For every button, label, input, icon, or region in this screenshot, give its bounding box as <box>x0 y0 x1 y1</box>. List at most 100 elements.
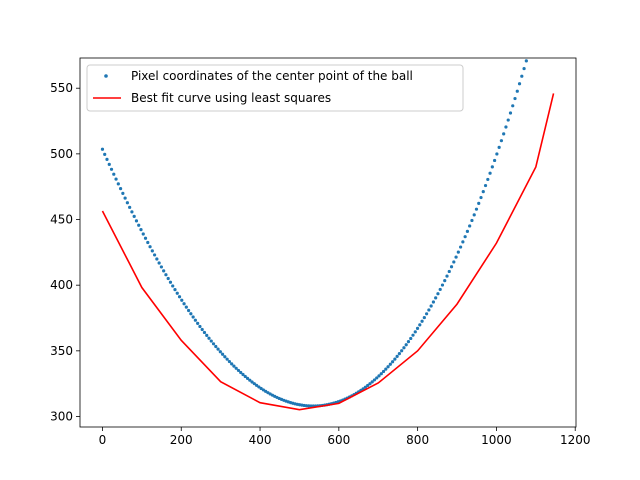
scatter-point <box>189 312 193 316</box>
scatter-point <box>384 367 388 371</box>
axes-frame <box>79 57 577 428</box>
scatter-point <box>259 386 263 391</box>
scatter-point <box>418 323 422 327</box>
scatter-point <box>395 354 399 358</box>
scatter-point <box>438 287 442 292</box>
scatter-point <box>522 66 526 71</box>
scatter-point <box>309 404 313 408</box>
scatter-point <box>202 330 207 335</box>
scatter-point <box>504 125 508 129</box>
scatter-point <box>250 380 254 384</box>
scatter-point <box>121 191 125 195</box>
scatter-point <box>434 296 438 300</box>
scatter-point <box>230 362 234 366</box>
scatter-point <box>508 111 513 115</box>
scatter-point <box>130 210 134 214</box>
scatter-point <box>490 165 494 169</box>
scatter-point <box>538 11 541 14</box>
scatter-point <box>474 207 479 211</box>
scatter-point <box>454 255 458 259</box>
scatter-point <box>223 355 227 359</box>
axes: 0 200 400 600 800 1000 1200 300 350 400 450 500 550 <box>50 57 590 447</box>
x-tick-label: 1000 <box>481 433 512 447</box>
scatter-point <box>400 349 404 353</box>
scatter-point <box>468 224 472 228</box>
scatter-point <box>363 385 367 389</box>
scatter-point <box>184 305 188 309</box>
scatter-point <box>137 223 141 227</box>
y-tick-label: 500 <box>50 147 73 161</box>
scatter-point <box>252 382 256 386</box>
scatter-point <box>524 59 528 63</box>
scatter-point <box>193 318 197 322</box>
scatter-point <box>368 382 372 386</box>
scatter-point <box>425 312 429 316</box>
scatter-point <box>375 376 379 380</box>
scatter-point <box>232 364 236 368</box>
scatter-point <box>381 369 386 374</box>
scatter-point <box>443 279 447 283</box>
scatter-point <box>404 343 408 347</box>
scatter-point <box>241 372 245 377</box>
scatter-point <box>517 82 522 86</box>
scatter-point <box>236 368 241 373</box>
scatter-point <box>447 269 451 274</box>
scatter-point <box>379 372 383 376</box>
scatter-point <box>191 315 195 319</box>
scatter-point <box>225 357 229 361</box>
scatter-point <box>532 35 535 38</box>
scatter-point <box>218 350 222 354</box>
scatter-point <box>479 195 483 200</box>
scatter-point <box>146 240 150 245</box>
scatter-point <box>499 139 504 143</box>
scatter-point <box>207 336 211 340</box>
scatter-point <box>420 319 424 323</box>
scatter-point <box>413 330 417 334</box>
y-tick-label: 300 <box>50 409 73 423</box>
scatter-point <box>139 228 143 232</box>
scatter-point <box>114 177 118 181</box>
scatter-point <box>463 235 467 239</box>
scatter-point <box>470 218 474 223</box>
scatter-point <box>109 167 114 171</box>
scatter-point <box>227 359 231 364</box>
scatter-point <box>422 315 426 320</box>
scatter-point <box>180 298 184 302</box>
scatter-point <box>527 51 530 54</box>
scatter-point <box>168 280 173 284</box>
scatter-point <box>307 404 311 408</box>
scatter-point <box>511 104 515 108</box>
x-tick-label: 0 <box>99 433 107 447</box>
scatter-point <box>152 253 157 257</box>
scatter-point <box>248 378 252 382</box>
scatter-point <box>409 336 413 341</box>
scatter-point <box>155 257 159 261</box>
y-tick-label: 450 <box>50 213 73 227</box>
scatter-point <box>415 326 420 330</box>
scatter-point <box>196 321 200 325</box>
scatter-point <box>177 295 182 299</box>
y-tick-label: 400 <box>50 278 73 292</box>
scatter-point <box>431 300 436 304</box>
scatter-point <box>372 378 377 382</box>
scatter-point <box>497 145 501 149</box>
legend-label-scatter: Pixel coordinates of the center point of… <box>131 69 413 83</box>
scatter-point <box>406 340 411 344</box>
scatter-point <box>520 74 524 78</box>
y-tick-label: 550 <box>50 81 73 95</box>
scatter-point <box>449 265 454 269</box>
scatter-point <box>529 43 532 46</box>
legend-label-line: Best fit curve using least squares <box>131 91 331 105</box>
x-tick-label: 400 <box>249 433 272 447</box>
scatter-point <box>370 380 374 384</box>
scatter-point <box>220 352 225 356</box>
scatter-point <box>118 187 123 191</box>
scatter-point <box>255 383 259 387</box>
scatter-point <box>134 219 139 223</box>
scatter-point <box>216 347 220 351</box>
scatter-point <box>159 265 163 269</box>
scatter-point <box>186 308 191 313</box>
scatter-point <box>483 183 488 188</box>
scatter-point <box>125 201 129 205</box>
